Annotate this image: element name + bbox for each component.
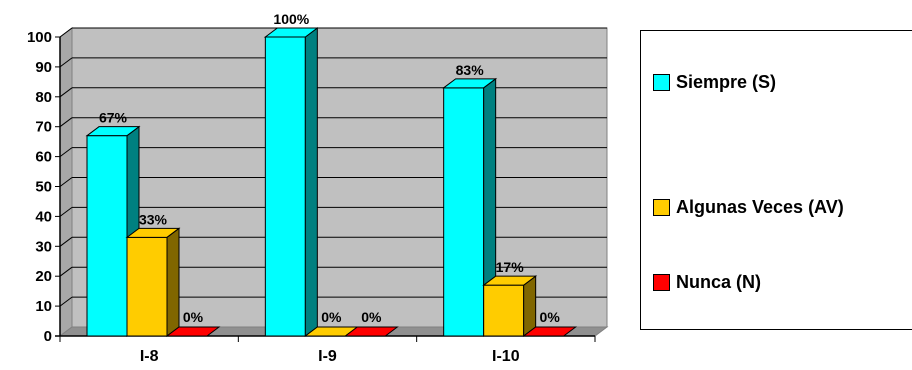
bar xyxy=(126,236,168,337)
y-tick-label: 30 xyxy=(35,238,52,255)
legend-item: Algunas Veces (AV) xyxy=(653,197,844,218)
legend-swatch xyxy=(653,199,670,216)
data-label: 0% xyxy=(540,309,561,325)
gridline-side xyxy=(59,177,73,187)
y-tick-label: 90 xyxy=(35,59,52,76)
data-label: 67% xyxy=(99,110,128,126)
bar xyxy=(443,87,485,337)
bar-top xyxy=(442,78,498,89)
bar-top xyxy=(125,227,181,238)
y-tick-label: 10 xyxy=(35,298,52,315)
y-tick-label: 100 xyxy=(27,29,52,46)
data-label: 33% xyxy=(139,211,168,227)
bar xyxy=(264,36,306,337)
data-label: 17% xyxy=(496,259,525,275)
y-tick-label: 80 xyxy=(35,89,52,106)
bar-top xyxy=(482,275,538,286)
bar-top xyxy=(522,326,578,337)
bar-top xyxy=(85,126,141,137)
legend-item: Nunca (N) xyxy=(653,272,761,293)
legend-label: Algunas Veces (AV) xyxy=(676,197,844,217)
gridline-side xyxy=(59,87,73,98)
x-tick-label: I-10 xyxy=(492,348,520,365)
bar-top xyxy=(343,326,399,337)
data-label: 100% xyxy=(273,11,309,27)
bar xyxy=(483,284,525,337)
legend-label: Siempre (S) xyxy=(676,72,777,92)
data-label: 0% xyxy=(321,309,342,325)
x-tick-label: I-8 xyxy=(140,348,159,365)
data-label: 0% xyxy=(183,309,204,325)
gridline-side xyxy=(59,206,73,217)
y-tick-label: 50 xyxy=(35,179,52,196)
gridline-side xyxy=(59,117,73,128)
data-label: 0% xyxy=(361,309,382,325)
bar-side xyxy=(304,27,318,337)
bar-side xyxy=(523,275,537,337)
legend-swatch xyxy=(653,74,670,91)
bar-top xyxy=(263,27,319,38)
y-tick-label: 60 xyxy=(35,149,52,166)
gridline-side xyxy=(59,27,73,38)
bar-chart: 0 10 20 30 40 50 60 70 80 90 100 I-8 I-9 I-10 67% 33% 0… xyxy=(27,11,609,365)
gridline-side xyxy=(59,147,73,158)
gridline-side xyxy=(59,266,73,277)
legend-label: Nunca (N) xyxy=(676,272,761,292)
bar-top xyxy=(165,326,221,337)
bar-side xyxy=(166,227,180,337)
y-tick-label: 20 xyxy=(35,268,52,285)
y-tick-label: 70 xyxy=(35,119,52,136)
data-label: 83% xyxy=(456,62,485,78)
bar xyxy=(86,135,128,337)
legend-item: Siempre (S) xyxy=(653,72,776,93)
gridline-side xyxy=(59,236,73,247)
gridline-side xyxy=(59,296,73,307)
x-tick-label: I-9 xyxy=(318,348,337,365)
gridline-side xyxy=(59,57,73,68)
legend: Siempre (S) Algunas Veces (AV) Nunca (N) xyxy=(640,30,912,330)
legend-swatch xyxy=(653,274,670,291)
y-tick-label: 0 xyxy=(44,328,52,345)
y-tick-label: 40 xyxy=(35,208,52,225)
